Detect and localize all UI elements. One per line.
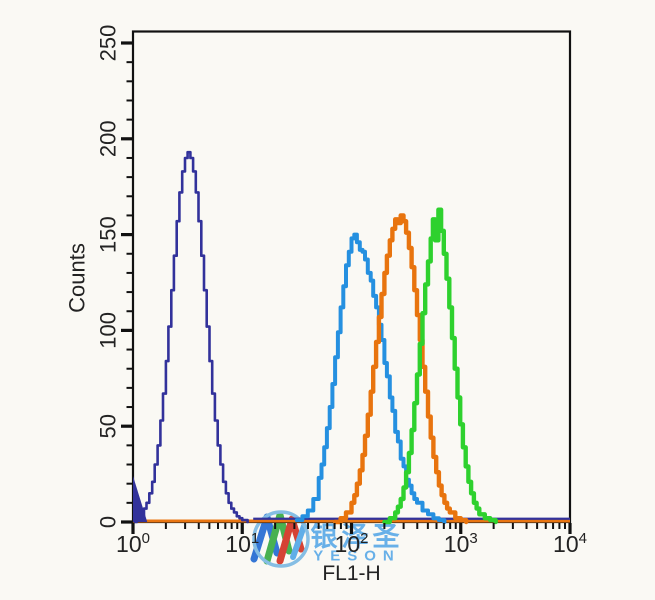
- watermark-circle: [252, 510, 310, 568]
- curve-orange: [332, 213, 469, 525]
- y-tick-label: 200: [96, 120, 121, 157]
- watermark-ribbon-lightblue: [290, 523, 307, 560]
- curve-green: [382, 207, 498, 525]
- y-tick-label: 100: [96, 312, 121, 349]
- x-tick-label: 100: [116, 530, 150, 557]
- curve-dark-blue: [134, 150, 249, 524]
- x-tick-label: 102: [335, 530, 369, 557]
- y-tick-label: 250: [96, 25, 121, 62]
- x-tick-label: 103: [444, 530, 478, 557]
- y-tick-label: 50: [96, 414, 121, 438]
- watermark-text-latin: YESON: [313, 548, 401, 565]
- x-tick-label: 101: [225, 530, 259, 557]
- origin-spike: [133, 476, 148, 522]
- y-tick-label: 150: [96, 216, 121, 253]
- x-tick-label: 104: [553, 530, 587, 557]
- y-tick-label: 0: [96, 516, 121, 528]
- x-axis-label: FL1-H: [322, 562, 380, 585]
- curve-light-blue: [294, 232, 447, 524]
- y-axis-label: Counts: [65, 243, 90, 313]
